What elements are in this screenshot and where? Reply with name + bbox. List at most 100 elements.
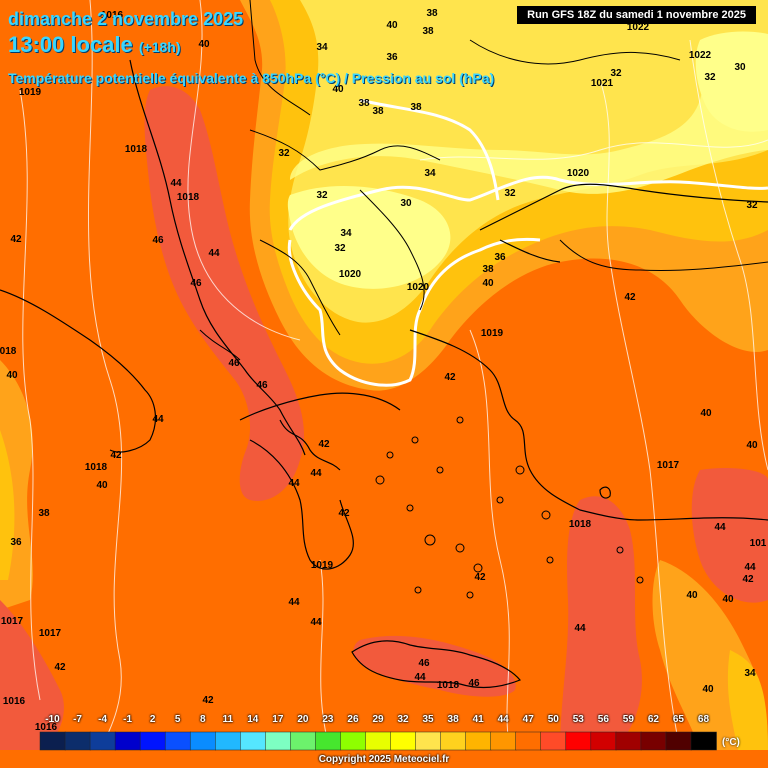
run-info-badge: Run GFS 18Z du samedi 1 novembre 2025 [517,6,756,24]
legend-tick-label: 65 [672,714,684,725]
map-value-label: 40 [96,480,108,491]
map-value-label: 42 [202,695,214,706]
map-value-label: 38 [422,26,434,37]
legend-tick-label: 50 [547,714,559,725]
map-value-label: 40 [722,594,734,605]
legend-tick-label: -7 [73,714,82,725]
legend-tick-label: 5 [174,714,181,725]
map-value-label: 40 [6,370,18,381]
legend-swatch [39,731,66,751]
map-value-label: 1018 [437,680,460,691]
map-value-label: 1018 [177,192,200,203]
legend-tick-label: 23 [322,714,334,725]
legend-swatch [665,731,692,751]
map-value-label: 1019 [481,328,504,339]
legend-swatch [189,731,217,751]
map-value-label: 32 [746,200,758,211]
map-value-label: 38 [426,8,438,19]
map-value-label: 46 [190,278,202,289]
legend-swatch [490,731,517,751]
crete-red [353,635,516,697]
map-value-label: 42 [624,292,636,303]
adriatic-red-band [144,86,305,501]
map-value-label: 40 [746,440,758,451]
legend-tick-label: 38 [447,714,459,725]
map-value-label: 40 [702,684,714,695]
forecast-time: 13:00 locale (+18h) [8,32,181,58]
map-value-label: 1016 [35,722,58,733]
legend-tick-label: 53 [572,714,584,725]
map-value-label: 42 [318,439,330,450]
map-value-label: 1018 [125,144,148,155]
map-value-label: 44 [170,178,182,189]
isobars [19,0,768,751]
map-value-label: 1017 [39,628,62,639]
map-value-label: 1017 [657,460,680,471]
map-value-label: 44 [208,248,220,259]
map-value-label: 32 [316,190,328,201]
borders [199,0,768,361]
legend-tick-label: 11 [222,714,234,725]
map-value-label: 38 [372,106,384,117]
legend-tick-label: 8 [199,714,206,725]
map-value-label: 32 [278,148,290,159]
legend-tick-label: -4 [98,714,108,725]
legend-swatch [340,731,367,751]
se-red-tongue [560,496,642,750]
legend-swatch [164,731,191,751]
legend-tick-label: 29 [372,714,384,725]
map-value-label: 40 [700,408,712,419]
map-value-label: 44 [310,617,322,628]
map-value-label: 44 [714,522,726,533]
map-value-label: 1020 [407,282,430,293]
map-value-label: 38 [482,264,494,275]
map-value-label: 42 [10,234,22,245]
map-value-label: 36 [10,537,22,548]
legend-tick-label: 2 [149,714,156,725]
legend-swatch [690,731,717,751]
map-value-label: 46 [418,658,430,669]
legend-swatch [515,731,542,751]
legend-swatch [615,731,642,751]
map-value-label: 40 [332,84,344,95]
legend-swatch [390,731,417,751]
legend-swatch [590,731,617,751]
map-value-label: 30 [734,62,746,73]
map-value-label: 44 [288,478,300,489]
lead-time: (+18h) [138,39,181,55]
map-value-label: 1016 [3,696,26,707]
map-value-label: 38 [410,102,422,113]
map-value-label: 42 [338,508,350,519]
legend-swatch [640,731,667,751]
legend-tick-label: 20 [297,714,309,725]
legend-swatch [540,731,567,751]
map-value-label: 38 [358,98,370,109]
legend-swatch [114,731,141,751]
ne-pale-yellow [695,31,768,132]
aegean-islands [375,416,644,599]
legend-tick-label: 62 [647,714,659,725]
map-value-label: 42 [444,372,456,383]
map-value-label: 34 [340,228,352,239]
map-value-label: 44 [574,623,586,634]
copyright: Copyright 2025 Meteociel.fr [318,754,450,765]
map-value-label: 46 [228,358,240,369]
map-value-label: 1017 [1,616,24,627]
map-value-label: 44 [310,468,322,479]
map-value-label: 44 [152,414,164,425]
legend-tick-label: 44 [497,714,509,725]
map-value-label: 1021 [591,78,614,89]
map-value-label: 36 [494,252,506,263]
legend-swatch [89,731,116,751]
map-value-label: 1022 [627,22,650,33]
legend-tick-label: 35 [422,714,434,725]
map-value-label: 101 [750,538,767,549]
sw-red-patch [0,600,64,750]
isobar-1020-north [359,98,500,201]
legend-swatch [440,731,467,751]
forecast-date: dimanche 2 novembre 2025 [8,9,244,29]
map-value-label: 018 [0,346,17,357]
legend-swatch [290,731,317,751]
map-value-label: 1020 [339,269,362,280]
